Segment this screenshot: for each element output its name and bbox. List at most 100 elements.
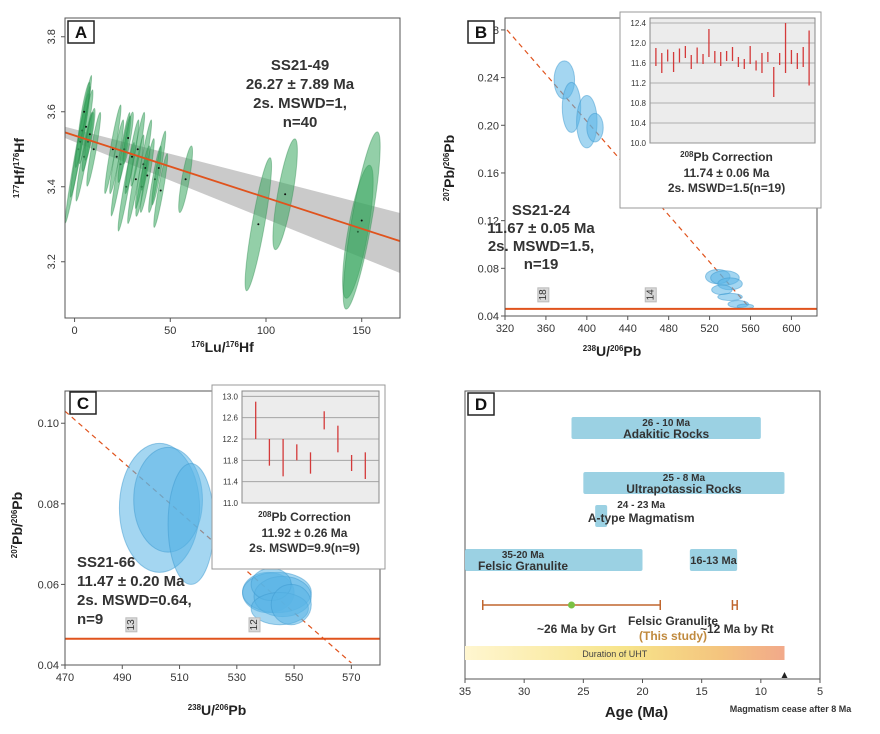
element-label: Pb	[623, 343, 641, 359]
data-point	[134, 178, 137, 181]
x-tick-label: 520	[700, 323, 718, 335]
sample-annotation: SS21-24	[512, 202, 571, 219]
inset-result: 2s. MSWD=9.9(n=9)	[249, 541, 360, 555]
concordia-age-box	[644, 287, 657, 303]
y-tick-label: 0.04	[478, 311, 499, 323]
element-label: U/	[596, 343, 610, 359]
x-tick-label: 35	[459, 686, 471, 698]
x-tick-label: 470	[56, 672, 74, 684]
plot-area-a	[65, 74, 400, 310]
y-tick-label: 3.2	[46, 254, 58, 269]
x-tick-label: 30	[518, 686, 530, 698]
age-range-bar	[595, 505, 608, 527]
element-label: Pb	[228, 702, 246, 718]
uht-duration-bar	[465, 646, 785, 660]
isotope-superscript: 207	[442, 187, 451, 201]
sample-annotation: SS21-66	[77, 554, 135, 571]
x-tick-label: 600	[782, 323, 800, 335]
garnet-age-point	[568, 601, 575, 609]
data-point	[92, 148, 95, 151]
x-tick-label: 5	[817, 686, 823, 698]
sample-annotation: n=19	[524, 256, 559, 273]
range-label: 16-13 Ma	[690, 555, 737, 567]
x-tick-label: 320	[496, 323, 514, 335]
isotope-superscript: 238	[583, 344, 597, 353]
isochron-line	[65, 131, 400, 242]
data-point	[284, 193, 287, 196]
error-ellipse	[717, 292, 743, 302]
inset-tick-label: 10.8	[630, 99, 646, 108]
sample-annotation: 11.47 ± 0.20 Ma	[77, 573, 185, 590]
element-label: Lu/	[205, 339, 226, 355]
element-label: Pb	[441, 135, 457, 153]
data-point	[131, 155, 133, 158]
inset-tick-label: 12.6	[222, 414, 238, 423]
inset-result: 11.92 ± 0.26 Ma	[262, 526, 348, 540]
panel-a: 0 50 100 150 3.2 3.4 3.6 3.8 176Lu/176Hf 177Hf/17…	[0, 0, 440, 365]
inset-tick-label: 11.2	[631, 79, 647, 88]
panel-d: 26 - 10 Ma Adakitic Rocks 25 - 8 Ma Ultrapo…	[440, 375, 880, 729]
range-label: 35-20 Ma	[502, 550, 545, 561]
concordia-age-label: 14	[645, 289, 656, 301]
data-point	[83, 110, 86, 113]
granulite-label: Felsic Granulite	[628, 614, 718, 628]
y-tick-label: 0.20	[478, 120, 499, 132]
age-range-bar	[689, 549, 738, 571]
panel-letter: B	[475, 23, 487, 42]
data-point	[88, 133, 91, 136]
inset-plot-bg	[649, 17, 816, 144]
concordia-age-label: 12	[249, 619, 260, 631]
element-label: Pb	[9, 492, 25, 510]
data-point	[127, 137, 130, 139]
inset-tick-label: 10.4	[630, 119, 646, 128]
data-point	[257, 223, 260, 226]
isotope-superscript: 206	[10, 509, 19, 523]
inset-tick-label: 10.0	[630, 139, 646, 148]
inset-tick-label: 11.6	[631, 59, 647, 68]
x-tick-label: 530	[228, 672, 246, 684]
isotope-superscript: 238	[188, 703, 202, 712]
y-axis-label: 207Pb/206Pb	[9, 492, 25, 558]
y-tick-label: 0.04	[38, 660, 59, 672]
isotope-superscript: 208	[258, 510, 272, 519]
panel-b: 18 14 320 360 400 440 480 520 560 600 0.04 0.08 0.12…	[440, 0, 880, 365]
y-tick-label: 0.10	[38, 418, 59, 430]
plot-area: 18 14	[505, 29, 817, 310]
y-tick-label: 3.8	[46, 29, 58, 44]
element-label: Pb/	[441, 166, 457, 188]
x-tick-label: 10	[755, 686, 767, 698]
age-range-bar	[571, 417, 761, 439]
range-label: 26 - 10 Ma	[642, 418, 690, 429]
panel-letter-box	[467, 392, 495, 416]
plot-area: 13 12	[65, 410, 380, 664]
element-label: Hf/	[11, 166, 27, 185]
x-tick-label: 150	[353, 325, 371, 337]
x-tick-label: 15	[696, 686, 708, 698]
x-tick-label: 0	[72, 325, 78, 337]
error-ellipse	[270, 583, 312, 626]
panel-letter: A	[75, 23, 87, 42]
plot-frame	[64, 17, 401, 319]
isotope-superscript: 176	[12, 152, 21, 166]
y-tick-label: 3.6	[46, 104, 58, 119]
inset-title: 208Pb Correction	[680, 150, 773, 164]
cease-label: Magmatism cease after 8 Ma	[730, 704, 853, 714]
range-name: Felsic Granulite	[478, 559, 568, 573]
x-tick-label: 570	[342, 672, 360, 684]
chart-c-svg: 13 12 470 490 510 530 550 570 0.04 0.06 0.08 0.10 23…	[9, 384, 386, 718]
data-point	[184, 178, 187, 181]
error-ellipse	[167, 463, 215, 585]
isotope-superscript: 208	[680, 150, 694, 159]
sample-annotation: 11.67 ± 0.05 Ma	[487, 220, 595, 237]
isotope-superscript: 176	[191, 340, 205, 349]
y-tick-label: 3.4	[46, 179, 58, 194]
data-point	[136, 148, 139, 151]
y-tick-label: 0.24	[478, 73, 499, 85]
inset-tick-label: 12.4	[630, 19, 646, 28]
x-tick-label: 480	[659, 323, 677, 335]
y-axis-label: 177Hf/176Hf	[11, 138, 27, 199]
x-axis-label: 238U/206Pb	[583, 343, 642, 359]
range-name: Adakitic Rocks	[623, 427, 709, 441]
panel-letter-box	[69, 391, 97, 415]
